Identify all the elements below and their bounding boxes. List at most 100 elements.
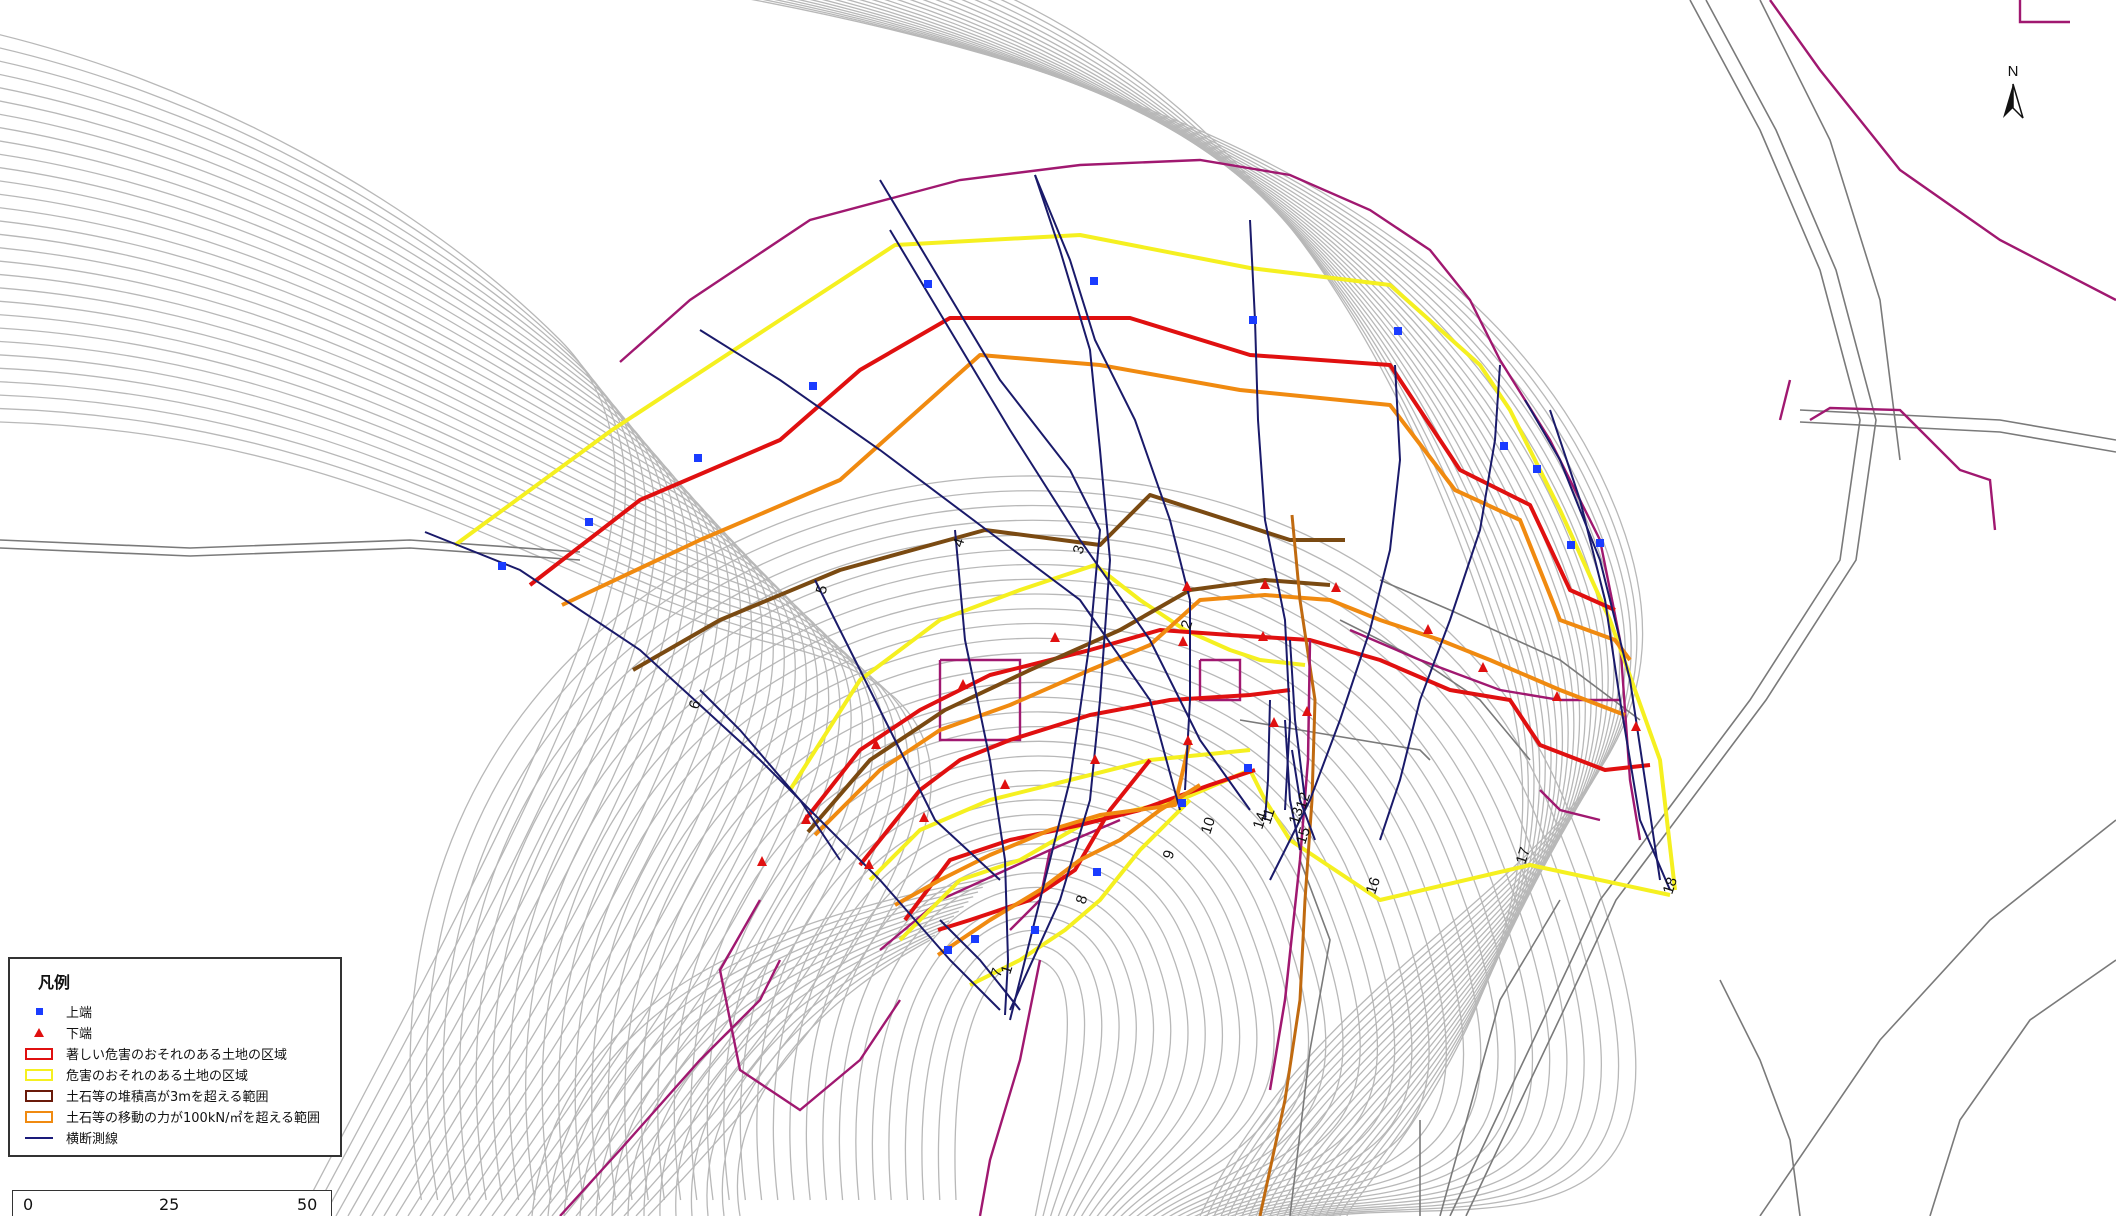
contour-line	[974, 0, 1541, 1216]
contour-line	[961, 0, 1546, 1216]
section-line	[1284, 719, 1301, 851]
contour-line	[750, 0, 1644, 1216]
contour-line	[563, 886, 983, 1216]
boundary-line	[559, 959, 782, 1216]
legend: 凡例 上端 下端 著しい危害のおそれのある土地の区域 危害のおそれのある土地の区域 土石…	[8, 957, 342, 1157]
section-line	[879, 179, 1102, 1021]
yellow-zone-outer	[453, 233, 1677, 891]
contour-line	[0, 167, 720, 1216]
contour-line	[736, 939, 931, 1216]
contour-line	[0, 247, 785, 1216]
section-line	[1524, 399, 1661, 881]
contour-line	[0, 220, 764, 1216]
contour-line	[0, 207, 753, 1216]
section-label: 16	[1363, 875, 1384, 896]
contour-line	[0, 60, 637, 1216]
contour-line	[508, 563, 1534, 1216]
legend-title: 凡例	[38, 973, 71, 992]
road-line	[0, 547, 581, 561]
boundary-line	[1198, 658, 1242, 702]
contour-line	[579, 891, 979, 1216]
contour-line	[935, 0, 1558, 1216]
upper-end-marker	[1090, 277, 1098, 285]
upper-end-marker	[1533, 465, 1541, 473]
contour-line	[0, 193, 742, 1216]
lower-end-marker	[864, 859, 874, 869]
legend-label: 土石等の移動の力が100kN/㎡を超える範囲	[66, 1111, 321, 1126]
contour-line	[706, 740, 1327, 1216]
legend-item: 土石等の堆積高が3mを超える範囲	[24, 1085, 326, 1106]
legend-item: 下端	[24, 1022, 326, 1043]
hazard-zones	[453, 233, 1677, 1216]
cross-section-lines	[424, 174, 1671, 1021]
road-line	[1465, 0, 1877, 1216]
legend-symbol	[24, 1026, 54, 1040]
boundary-line	[2018, 0, 2070, 24]
legend-symbol	[24, 1089, 54, 1103]
contour-line	[0, 140, 699, 1216]
deposit-zone-2	[806, 578, 1331, 834]
yellow-zone-lower	[788, 563, 1306, 792]
contour-line	[673, 711, 1361, 1216]
contour-line	[492, 549, 1551, 1216]
lower-end-marker	[757, 856, 767, 866]
contour-line	[675, 920, 950, 1216]
contour-line	[531, 876, 993, 1216]
lower-end-marker	[1183, 735, 1193, 745]
section-label: 8	[1073, 893, 1092, 906]
contour-line	[772, 799, 1258, 1216]
orange-zone-4	[936, 783, 1202, 957]
contour-line	[459, 519, 1585, 1216]
contour-line	[0, 367, 886, 1216]
contour-line	[0, 327, 852, 1216]
section-label: 15	[1293, 825, 1314, 846]
road-line	[1379, 579, 1641, 721]
contour-line	[657, 696, 1379, 1216]
red-zone-4	[903, 768, 1256, 922]
section-label: 11	[1258, 806, 1279, 826]
section-label: 18	[1660, 875, 1681, 896]
lower-end-marker	[1050, 632, 1060, 642]
contour-line	[409, 475, 1637, 1216]
contour-line	[475, 534, 1568, 1216]
contour-line	[643, 910, 959, 1216]
contour-line	[0, 73, 647, 1216]
section-label: 13	[1286, 805, 1307, 826]
road-line	[1799, 409, 2116, 441]
section-line	[954, 529, 1010, 1016]
upper-end-marker	[944, 946, 952, 954]
contour-line	[640, 681, 1396, 1216]
contour-line	[858, 0, 1592, 1216]
legend-item: 横断測線	[24, 1127, 326, 1148]
contour-line	[706, 929, 940, 1216]
lower-end-marker	[1423, 624, 1433, 634]
upper-end-marker	[1500, 442, 1508, 450]
lower-end-marker	[1552, 691, 1562, 701]
contour-line	[937, 944, 1086, 1216]
contour-line	[0, 421, 932, 1216]
contour-line	[922, 0, 1564, 1216]
contour-line	[607, 652, 1430, 1216]
upper-end-marker	[1178, 799, 1186, 807]
lower-end-marker	[1258, 631, 1268, 641]
scale-tick-50: 50	[297, 1195, 318, 1214]
contour-line	[888, 901, 1137, 1216]
contour-line	[855, 872, 1172, 1216]
lower-end-marker	[1000, 779, 1010, 789]
orange-zone-outer	[561, 353, 1632, 662]
lower-end-marker	[958, 679, 968, 689]
road-line	[1759, 0, 1901, 461]
lower-end-marker	[1090, 754, 1100, 764]
section-line	[1379, 364, 1501, 841]
section-label: 10	[1198, 815, 1219, 836]
contour-line	[0, 180, 731, 1216]
section-line	[889, 229, 1251, 811]
section-line	[699, 329, 1181, 811]
contour-line	[0, 127, 689, 1216]
section-line	[424, 531, 1001, 1011]
boundary-line	[978, 959, 1042, 1216]
boundary-line	[718, 899, 901, 1112]
contour-line	[541, 593, 1499, 1216]
contour-line	[846, 0, 1598, 1216]
contour-line	[987, 0, 1535, 1216]
